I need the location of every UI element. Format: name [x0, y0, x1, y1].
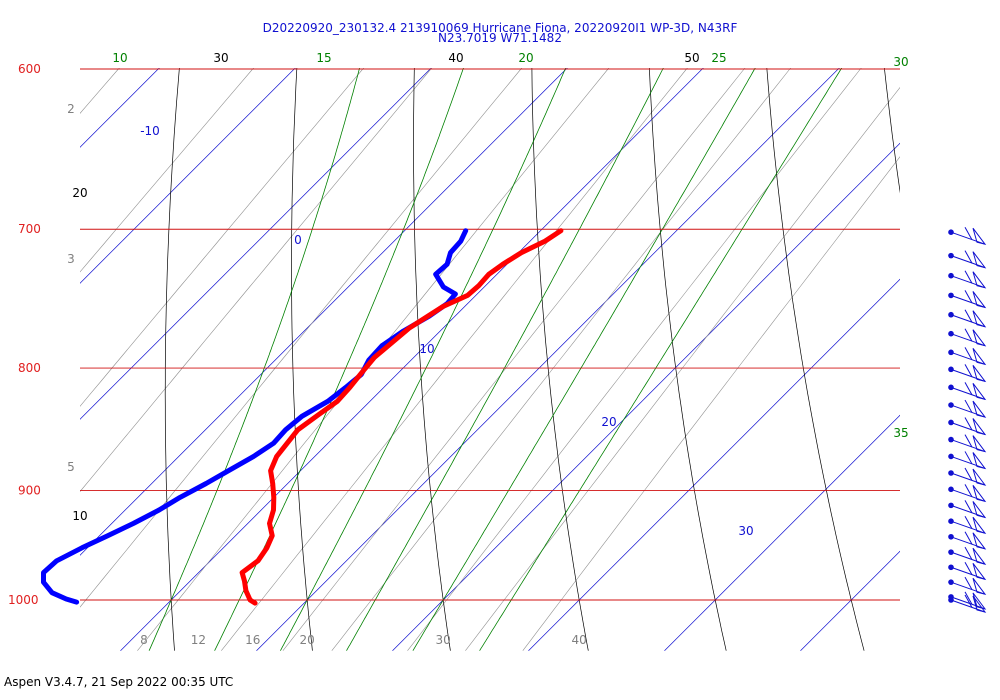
moist-adiabat-line	[346, 68, 664, 651]
pressure-label: 700	[18, 222, 41, 236]
dry-adiabat-line	[291, 68, 313, 651]
wind-barb	[948, 484, 987, 503]
wind-barb	[948, 309, 987, 328]
isotherm-line	[528, 278, 900, 651]
chart-subtitle: N23.7019 W71.1482	[438, 31, 562, 45]
moist-adiabat-label: 35	[893, 426, 908, 440]
chart-title: D20220920_230132.4 213910069 Hurricane F…	[262, 21, 738, 35]
temperature-tick-label: 12	[191, 633, 206, 647]
pressure-label: 600	[18, 62, 41, 76]
wind-barb	[948, 500, 987, 519]
moist-adiabat-label: 30	[893, 55, 908, 69]
isotherm-line	[0, 0, 94, 651]
isotherm-line	[392, 142, 900, 651]
wind-barb	[948, 270, 987, 289]
dry-adiabat-line	[531, 68, 589, 651]
moist-adiabat-label: 15	[316, 51, 331, 65]
dry-adiabat-line	[766, 68, 865, 651]
dry-adiabat-line	[649, 68, 727, 651]
isotherm-line	[80, 68, 432, 420]
moist-adiabat-label: 10	[112, 51, 127, 65]
dry-adiabat-line	[164, 68, 180, 651]
mixing-ratio-label: 2	[67, 102, 75, 116]
pressure-label: 1000	[8, 593, 39, 607]
moist-adiabat-line	[280, 68, 567, 651]
isotherm-line	[800, 550, 900, 651]
mixing-ratio-line	[80, 68, 120, 114]
isotherm-label: 0	[294, 233, 302, 247]
mixing-ratio-line	[80, 68, 365, 407]
dry-adiabat-label: 40	[448, 51, 463, 65]
footer-text: Aspen V3.4.7, 21 Sep 2022 00:35 UTC	[4, 675, 234, 689]
dry-adiabat-label: 50	[684, 51, 699, 65]
moist-adiabat-line	[214, 68, 464, 651]
mixing-ratio-line	[407, 68, 862, 651]
isotherm-line	[256, 68, 840, 651]
mixing-ratio-label: 5	[67, 460, 75, 474]
dry-adiabat-line	[413, 68, 451, 651]
isotherm-line	[80, 68, 160, 148]
mixing-ratio-label: 3	[67, 252, 75, 266]
wind-barb	[948, 546, 987, 565]
wind-barb	[948, 382, 987, 401]
temperature-tick-label: 40	[572, 633, 587, 647]
grid-lines	[0, 0, 1000, 651]
temperature-tick-label: 16	[245, 633, 260, 647]
temperature-profile	[239, 228, 564, 606]
temperature-tick-label: 30	[436, 633, 451, 647]
isotherm-label: 20	[601, 415, 616, 429]
wind-barb	[948, 467, 987, 486]
dry-adiabat-label: 20	[72, 186, 87, 200]
wind-barb	[948, 451, 987, 470]
dry-adiabat-line	[884, 68, 900, 194]
wind-barb	[948, 576, 987, 596]
dewpoint-profile	[41, 228, 469, 605]
wind-barb	[948, 250, 987, 269]
isotherm-line	[120, 68, 704, 651]
wind-barb	[948, 417, 987, 436]
mixing-ratio-line	[221, 68, 688, 651]
wind-barb	[948, 364, 987, 383]
mixing-ratio-line	[80, 68, 254, 273]
isotherm-label: -10	[140, 124, 160, 138]
wind-barbs	[948, 226, 987, 613]
wind-barb	[948, 594, 987, 613]
isotherm-line	[80, 68, 296, 284]
mixing-ratio-line	[282, 68, 746, 651]
isotherm-line	[80, 68, 568, 556]
mixing-ratio-line	[465, 86, 900, 651]
wind-barb	[948, 226, 987, 246]
mixing-ratio-line	[331, 68, 791, 651]
wind-barb	[948, 562, 987, 581]
moist-adiabat-line	[148, 68, 361, 651]
pressure-label: 900	[18, 483, 41, 497]
moist-adiabat-label: 25	[711, 51, 726, 65]
dry-adiabat-label: 10	[72, 509, 87, 523]
pressure-label: 800	[18, 361, 41, 375]
mixing-ratio-line	[522, 156, 900, 651]
wind-barb	[948, 515, 987, 535]
wind-barb	[948, 290, 987, 309]
wind-barb	[948, 328, 987, 347]
isotherm-label: 10	[419, 342, 434, 356]
wind-barb	[948, 399, 987, 418]
dry-adiabat-label: 30	[213, 51, 228, 65]
temperature-tick-label: 8	[140, 633, 148, 647]
moist-adiabat-label: 20	[518, 51, 533, 65]
wind-barb	[948, 531, 987, 550]
mixing-ratio-line	[80, 68, 523, 608]
mixing-ratio-line	[80, 68, 433, 493]
temperature-tick-label: 20	[300, 633, 315, 647]
wind-barb	[948, 347, 987, 366]
dry-adiabat-line	[993, 0, 1000, 651]
isotherm-label: 30	[738, 524, 753, 538]
moist-adiabat-line	[479, 68, 843, 651]
moist-adiabat-line	[412, 68, 756, 651]
wind-barb	[948, 434, 987, 453]
isotherm-line	[664, 414, 900, 651]
dry-adiabat-line	[34, 0, 70, 651]
